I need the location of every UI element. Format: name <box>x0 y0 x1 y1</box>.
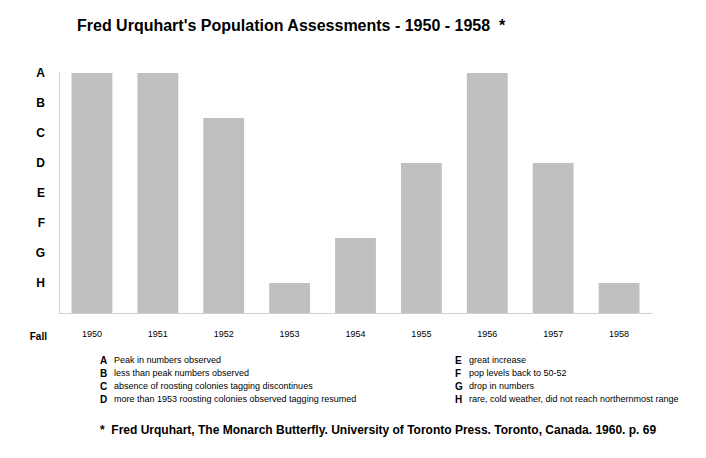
svg-text:A: A <box>100 355 107 366</box>
svg-text:1951: 1951 <box>148 329 168 339</box>
svg-text:1955: 1955 <box>411 329 431 339</box>
svg-text:E: E <box>37 186 45 200</box>
svg-text:G: G <box>455 381 463 392</box>
svg-text:D: D <box>36 156 45 170</box>
svg-text:pop levels back to 50-52: pop levels back to 50-52 <box>469 368 567 378</box>
svg-text:C: C <box>36 126 45 140</box>
svg-text:great increase: great increase <box>469 355 526 365</box>
svg-text:less than peak numbers observe: less than peak numbers observed <box>114 368 249 378</box>
svg-text:1950: 1950 <box>82 329 102 339</box>
svg-text:Peak in numbers observed: Peak in numbers observed <box>114 355 221 365</box>
svg-text:rare, cold weather, did not re: rare, cold weather, did not reach northe… <box>469 394 679 404</box>
svg-text:absence of roosting colonies t: absence of roosting colonies tagging dis… <box>114 381 313 391</box>
svg-text:Fred Urquhart's Population Ass: Fred Urquhart's Population Assessments -… <box>77 17 506 34</box>
svg-text:more than 1953 roosting coloni: more than 1953 roosting colonies observe… <box>114 394 356 404</box>
svg-text:B: B <box>100 368 107 379</box>
svg-text:F: F <box>38 216 45 230</box>
svg-text:1953: 1953 <box>280 329 300 339</box>
svg-text:B: B <box>36 96 45 110</box>
svg-text:drop in numbers: drop in numbers <box>469 381 535 391</box>
svg-text:H: H <box>36 276 45 290</box>
svg-text:1952: 1952 <box>214 329 234 339</box>
svg-text:Fall: Fall <box>30 331 47 342</box>
svg-text:1958: 1958 <box>609 329 629 339</box>
svg-text:1957: 1957 <box>543 329 563 339</box>
svg-text:A: A <box>36 66 45 80</box>
svg-text:E: E <box>455 355 462 366</box>
svg-text:* Fred Urquhart, The Monarch: * Fred Urquhart, The Monarch Butterfly. … <box>100 423 656 437</box>
svg-text:H: H <box>455 394 462 405</box>
svg-text:G: G <box>36 246 45 260</box>
svg-text:C: C <box>100 381 107 392</box>
svg-text:1954: 1954 <box>345 329 365 339</box>
svg-text:F: F <box>455 368 461 379</box>
svg-text:1956: 1956 <box>477 329 497 339</box>
svg-text:D: D <box>100 394 107 405</box>
